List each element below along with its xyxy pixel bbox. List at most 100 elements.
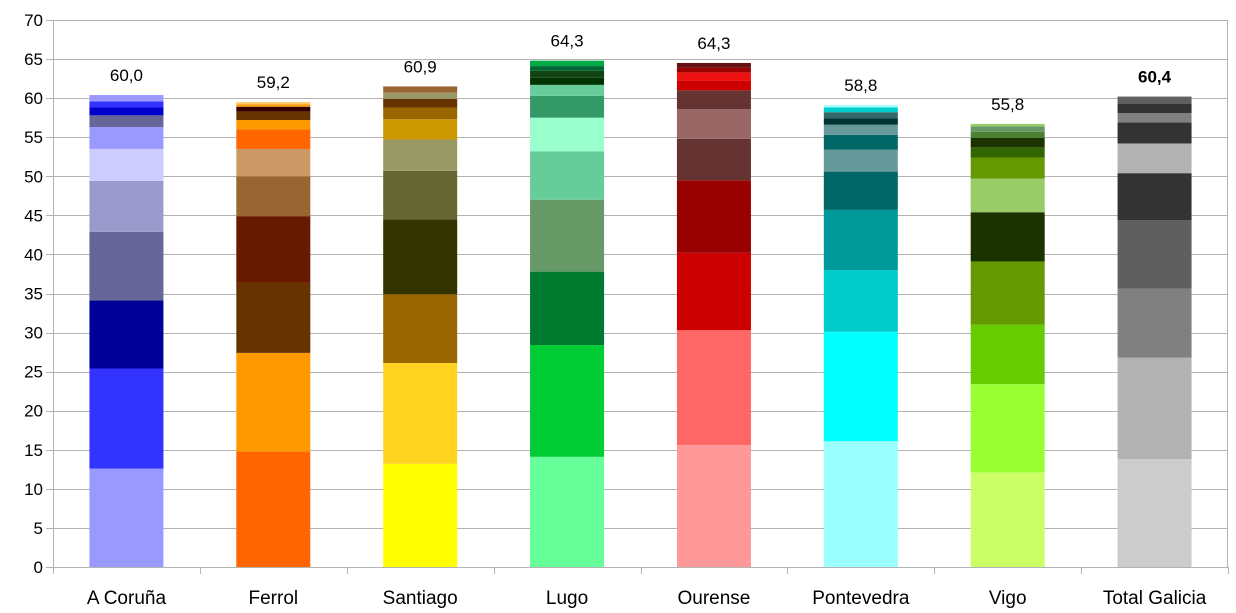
bar-segment xyxy=(530,117,605,152)
total-labels: 60,0 59,2 60,9 64,3 64,3 58,8 55,8 60,4 xyxy=(110,32,1172,114)
bar-segment xyxy=(676,330,751,446)
category-label: Ourense xyxy=(678,588,751,609)
total-label: 55,8 xyxy=(991,95,1024,114)
bar-segment xyxy=(236,352,311,452)
total-label: 59,2 xyxy=(257,73,290,92)
bar-segment xyxy=(530,456,605,567)
total-label: 64,3 xyxy=(697,34,730,53)
bar-segment xyxy=(89,180,164,232)
bar-segment xyxy=(530,66,605,71)
bar-segment xyxy=(676,62,751,68)
bar-segment xyxy=(236,111,311,121)
bar-segment xyxy=(1117,122,1192,144)
bar-segment xyxy=(89,95,164,102)
bar-segment xyxy=(530,199,605,272)
bar-segment xyxy=(1117,357,1192,460)
bar-segment xyxy=(676,109,751,139)
bar-segment xyxy=(383,92,458,99)
bar-segment xyxy=(530,271,605,346)
bar-segment xyxy=(823,331,898,442)
bar-segment xyxy=(676,80,751,91)
bar-segment xyxy=(530,345,605,457)
bar-stack xyxy=(1117,96,1192,567)
bar-segment xyxy=(823,149,898,172)
bar-stack xyxy=(970,123,1045,567)
bar-segment xyxy=(823,118,898,125)
bar-segment xyxy=(823,441,898,567)
bar-segment xyxy=(970,324,1045,385)
axes xyxy=(53,20,1229,574)
bar-segment xyxy=(383,463,458,567)
y-tick-label: 50 xyxy=(24,167,43,186)
y-tick-label: 5 xyxy=(34,519,43,538)
y-tick-label: 10 xyxy=(24,480,43,499)
bar-segment xyxy=(383,294,458,364)
bar-segment xyxy=(676,180,751,253)
grid-lines xyxy=(46,20,1228,568)
bar-segment xyxy=(89,127,164,149)
bar-segment xyxy=(823,105,898,108)
bar-segment xyxy=(530,84,605,96)
total-label: 60,9 xyxy=(404,57,437,76)
bar-segment xyxy=(1117,112,1192,123)
bar-segment xyxy=(1117,143,1192,174)
bars xyxy=(89,60,1192,567)
bar-segment xyxy=(236,176,311,217)
y-tick-label: 35 xyxy=(24,285,43,304)
y-tick-label: 60 xyxy=(24,89,43,108)
total-label: 64,3 xyxy=(551,32,584,51)
bar-segment xyxy=(970,472,1045,567)
bar-segment xyxy=(676,138,751,181)
y-tick-label: 25 xyxy=(24,363,43,382)
bar-stack xyxy=(676,62,751,567)
bar-segment xyxy=(383,219,458,295)
bar-segment xyxy=(530,95,605,118)
bar-segment xyxy=(1117,103,1192,113)
bar-segment xyxy=(823,134,898,150)
bar-segment xyxy=(383,170,458,220)
bar-stack xyxy=(236,102,311,567)
bar-segment xyxy=(236,216,311,283)
bar-segment xyxy=(530,60,605,67)
bar-segment xyxy=(823,124,898,135)
bar-segment xyxy=(970,126,1045,132)
bar-segment xyxy=(236,282,311,353)
bar-segment xyxy=(383,107,458,120)
bar-segment xyxy=(823,270,898,332)
category-label: Vigo xyxy=(989,588,1027,609)
bar-segment xyxy=(236,129,311,149)
total-label: 58,8 xyxy=(844,76,877,95)
bar-segment xyxy=(1117,220,1192,289)
bar-segment xyxy=(530,151,605,200)
bar-segment xyxy=(676,72,751,81)
bar-segment xyxy=(236,120,311,130)
y-tick-label: 55 xyxy=(24,128,43,147)
y-tick-label: 45 xyxy=(24,206,43,225)
y-tick-label: 15 xyxy=(24,441,43,460)
bar-segment xyxy=(823,209,898,271)
bar-segment xyxy=(823,112,898,119)
bar-segment xyxy=(236,102,311,105)
bar-segment xyxy=(676,90,751,110)
bar-segment xyxy=(383,119,458,140)
category-label: Ferrol xyxy=(249,588,299,609)
bar-segment xyxy=(676,252,751,331)
y-tick-label: 0 xyxy=(34,558,43,577)
bar-segment xyxy=(89,300,164,369)
bar-stack xyxy=(530,60,605,567)
bar-segment xyxy=(89,115,164,128)
bar-segment xyxy=(970,157,1045,179)
bar-segment xyxy=(676,445,751,567)
total-label: 60,0 xyxy=(110,66,143,85)
bar-segment xyxy=(383,98,458,108)
bar-segment xyxy=(970,212,1045,262)
category-label: Pontevedra xyxy=(812,588,910,609)
x-axis-category-labels: A Coruña Ferrol Santiago Lugo Ourense Ponteve… xyxy=(87,588,1207,609)
bar-segment xyxy=(89,231,164,301)
y-axis-tick-labels: 0 5 10 15 20 25 30 35 40 45 50 55 60 65 70 xyxy=(24,11,43,577)
bar-segment xyxy=(236,106,311,112)
bar-segment xyxy=(383,363,458,464)
bar-segment xyxy=(236,104,311,107)
y-tick-label: 70 xyxy=(24,11,43,30)
bar-stack xyxy=(383,86,458,567)
